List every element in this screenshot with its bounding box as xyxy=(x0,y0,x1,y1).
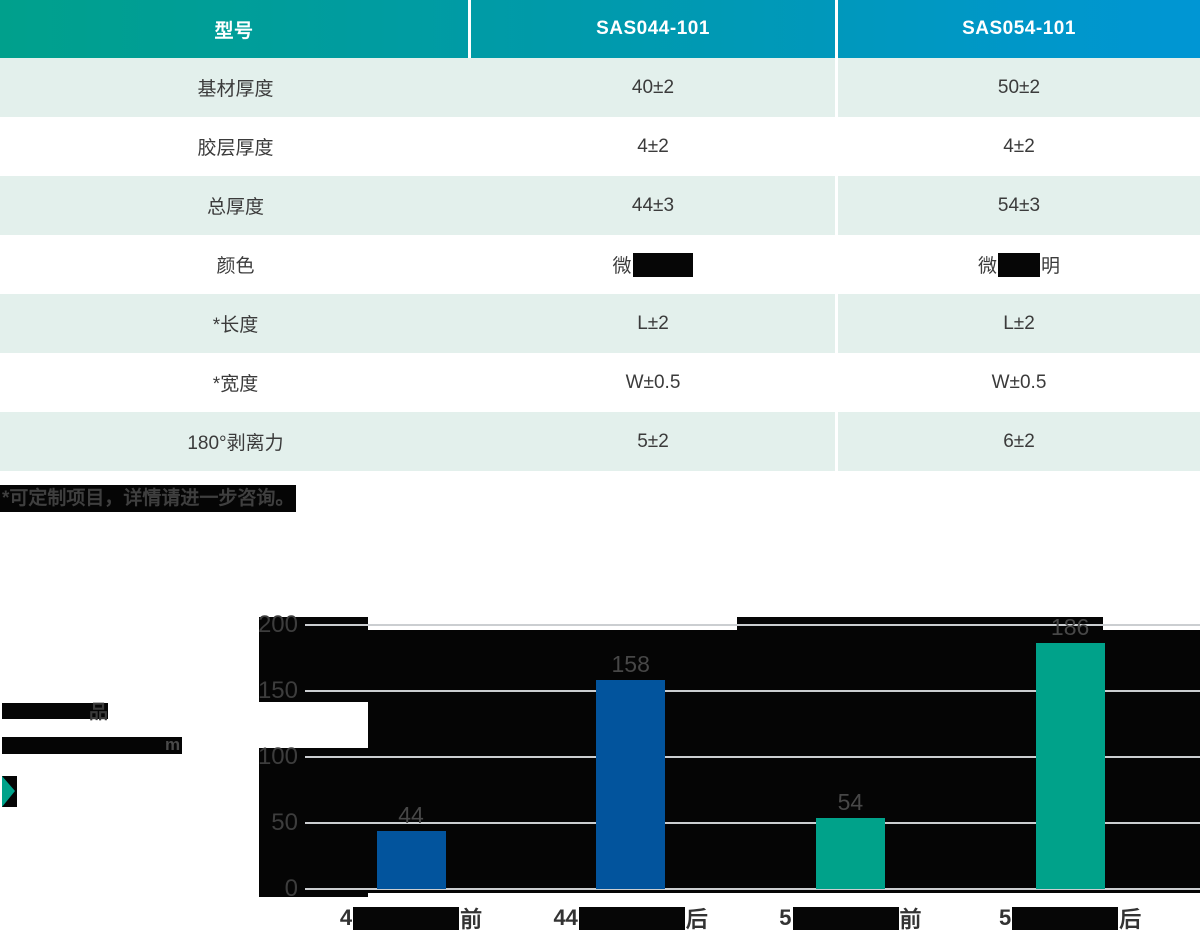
category-suffix: 前 xyxy=(460,907,483,932)
redaction-block xyxy=(1012,906,1119,930)
row-value: 44±3 xyxy=(471,176,838,235)
table-row: 基材厚度 40±2 50±2 xyxy=(0,58,1200,117)
category-prefix: 5 xyxy=(779,905,792,930)
redaction-block xyxy=(998,252,1040,277)
table-footnote: *可定制项目，详情请进一步咨询。 xyxy=(0,483,297,512)
glitch-rect xyxy=(259,617,368,702)
row-value: 40±2 xyxy=(471,58,838,117)
row-value: 54±3 xyxy=(997,194,1041,216)
bar xyxy=(596,680,666,889)
row-value-redacted: 微明 xyxy=(838,235,1200,294)
glitch-rect xyxy=(737,617,1103,630)
row-value: 4±2 xyxy=(471,117,838,176)
row-value: L±2 xyxy=(1003,312,1035,334)
bar-value-label: 158 xyxy=(611,651,650,678)
category-suffix: 后 xyxy=(685,907,708,932)
value-prefix: 微 xyxy=(977,256,997,277)
legend-visible-glyph: m xyxy=(165,735,181,754)
table-row: 总厚度 44±3 54±3 xyxy=(0,176,1200,235)
x-category-label: 44 后 xyxy=(521,902,741,934)
legend-visible-glyph: 品 xyxy=(89,702,109,723)
y-tick-label: 50 xyxy=(271,809,298,836)
gridline xyxy=(305,888,1200,890)
gridline xyxy=(305,756,1200,758)
redaction-block xyxy=(2,737,182,754)
category-prefix: 4 xyxy=(339,905,353,930)
play-triangle-icon xyxy=(2,776,17,807)
y-tick-label: 100 xyxy=(257,743,298,770)
redaction-block xyxy=(632,252,693,277)
row-label: 总厚度 xyxy=(206,197,264,218)
redaction-block xyxy=(2,703,108,719)
value-prefix: 微 xyxy=(612,256,632,277)
row-label: *长度 xyxy=(212,315,259,336)
bar xyxy=(1035,643,1105,889)
row-value: 50±2 xyxy=(997,76,1041,98)
row-label: 基材厚度 xyxy=(197,79,274,100)
row-label: *宽度 xyxy=(212,374,259,395)
value-suffix: 明 xyxy=(1041,256,1061,277)
row-value: L±2 xyxy=(471,294,838,353)
row-value-redacted: 微 xyxy=(471,235,838,294)
category-suffix: 前 xyxy=(899,907,922,932)
y-tick-label: 150 xyxy=(257,677,298,704)
row-value: 5±2 xyxy=(471,412,838,471)
header-cell-sas044: SAS044-101 xyxy=(471,0,838,58)
row-value: W±0.5 xyxy=(471,353,838,412)
triangle-shape xyxy=(2,776,15,807)
gridline xyxy=(305,690,1200,692)
table-row: 颜色 微 微明 xyxy=(0,235,1200,294)
table-row: *长度 L±2 L±2 xyxy=(0,294,1200,353)
row-label: 180°剥离力 xyxy=(187,433,284,454)
bar-value-label: 186 xyxy=(1050,614,1090,641)
bar-value-label: 44 xyxy=(398,801,424,828)
header-cell-sas054: SAS054-101 xyxy=(962,18,1076,39)
row-label: 颜色 xyxy=(216,256,255,277)
footnote-text: *可定制项目，详情请进一步咨询。 xyxy=(0,485,297,512)
redaction-block xyxy=(792,906,899,930)
category-prefix: 5 xyxy=(998,905,1012,930)
table-row: *宽度 W±0.5 W±0.5 xyxy=(0,353,1200,412)
header-cell-model: 型号 xyxy=(0,0,471,58)
y-tick-label: 0 xyxy=(284,875,298,902)
bar xyxy=(815,817,885,889)
table-row: 胶层厚度 4±2 4±2 xyxy=(0,117,1200,176)
category-prefix: 44 xyxy=(553,905,578,930)
redaction-block xyxy=(578,906,685,930)
row-label: 胶层厚度 xyxy=(197,138,274,159)
category-suffix: 后 xyxy=(1119,907,1142,932)
table-header-row: 型号 SAS044-101 SAS054-101 xyxy=(0,0,1200,58)
legend-line-2: m xyxy=(2,735,184,755)
gridline xyxy=(305,822,1200,824)
table-row: 180°剥离力 5±2 6±2 xyxy=(0,412,1200,471)
gridline xyxy=(305,624,1200,626)
bar xyxy=(376,830,446,889)
row-value: 6±2 xyxy=(1003,430,1035,452)
redaction-block xyxy=(353,906,460,930)
y-tick-label: 200 xyxy=(257,611,298,638)
row-value: W±0.5 xyxy=(991,371,1047,393)
row-value: 4±2 xyxy=(1003,135,1035,157)
legend-line-1: 品 xyxy=(2,702,112,723)
peel-force-bar-chart: 品 m 0 50 100 150 200 44 4 前 158 44 后 54 5 前 186 5 后 xyxy=(0,560,1200,952)
bar-value-label: 54 xyxy=(837,788,864,815)
spec-table: 型号 SAS044-101 SAS054-101 基材厚度 40±2 50±2 … xyxy=(0,0,1200,471)
